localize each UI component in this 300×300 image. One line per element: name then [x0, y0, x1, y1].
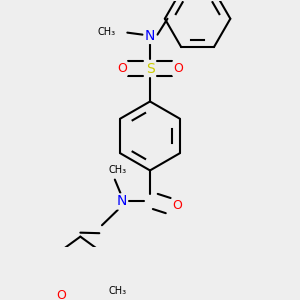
Text: O: O — [56, 290, 66, 300]
Text: CH₃: CH₃ — [97, 27, 116, 37]
Text: O: O — [172, 199, 182, 212]
Text: CH₃: CH₃ — [109, 286, 127, 296]
Text: CH₃: CH₃ — [108, 164, 127, 175]
Text: O: O — [117, 62, 127, 75]
Text: S: S — [146, 62, 154, 76]
Text: N: N — [116, 194, 127, 208]
Text: N: N — [145, 29, 155, 43]
Text: O: O — [173, 62, 183, 75]
